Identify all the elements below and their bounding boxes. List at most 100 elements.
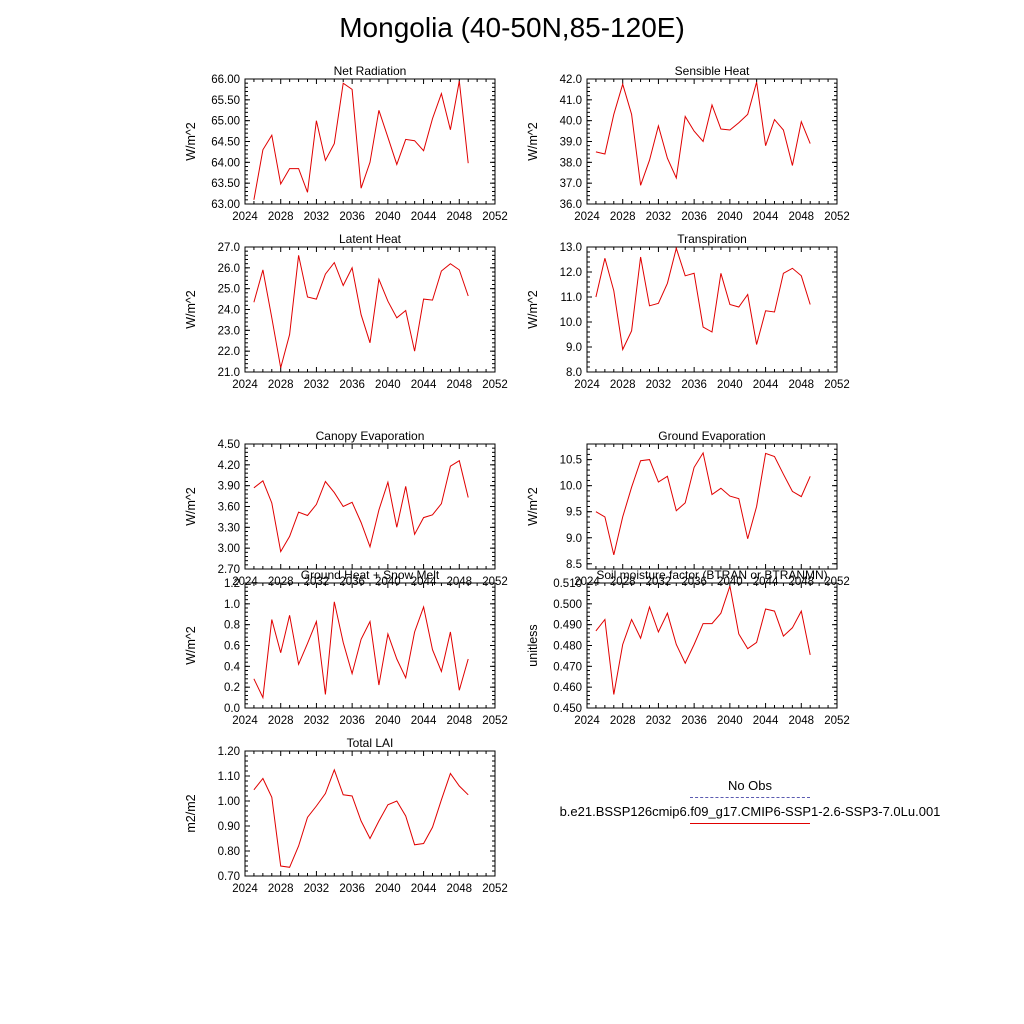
panel-soil-moisture-factor-btran-or-btranmn: Soil moisture factor (BTRAN or BTRANMN)2… xyxy=(526,568,850,727)
legend-entry-obs: No Obs xyxy=(520,778,980,798)
x-tick-label: 2036 xyxy=(339,715,365,727)
x-tick-label: 2028 xyxy=(268,715,294,727)
y-tick-label: 9.0 xyxy=(566,342,582,354)
y-tick-label: 0.4 xyxy=(224,661,241,673)
y-tick-label: 63.50 xyxy=(211,178,240,190)
y-tick-label: 1.10 xyxy=(218,771,240,783)
x-tick-label: 2040 xyxy=(717,211,743,223)
x-tick-label: 2032 xyxy=(304,715,330,727)
x-tick-label: 2028 xyxy=(610,715,636,727)
y-tick-label: 0.470 xyxy=(553,661,582,673)
series-line xyxy=(595,585,811,695)
panel-title: Latent Heat xyxy=(339,232,402,246)
y-tick-label: 2.70 xyxy=(218,564,240,576)
y-tick-label: 63.00 xyxy=(211,199,240,211)
x-tick-label: 2040 xyxy=(375,211,401,223)
x-tick-label: 2048 xyxy=(788,576,814,588)
y-tick-label: 0.500 xyxy=(553,599,582,611)
x-tick-label: 2052 xyxy=(482,379,508,391)
y-tick-label: 21.0 xyxy=(218,367,240,379)
y-tick-label: 36.0 xyxy=(560,199,582,211)
y-tick-label: 23.0 xyxy=(218,325,240,337)
x-tick-label: 2052 xyxy=(482,576,508,588)
x-tick-label: 2052 xyxy=(824,715,850,727)
page-title: Mongolia (40-50N,85-120E) xyxy=(339,12,685,43)
x-tick-label: 2040 xyxy=(375,883,401,895)
x-tick-label: 2036 xyxy=(681,576,707,588)
y-tick-label: 37.0 xyxy=(560,178,582,190)
x-tick-label: 2044 xyxy=(753,576,779,588)
legend-swatch-model xyxy=(690,823,810,824)
plot-frame xyxy=(586,443,838,570)
x-tick-label: 2044 xyxy=(753,379,779,391)
x-tick-label: 2024 xyxy=(232,883,258,895)
y-tick-label: 3.00 xyxy=(218,543,240,555)
y-tick-label: 10.0 xyxy=(560,317,582,329)
panel-transpiration: Transpiration 2024 2028 2032 2036 2040 2044 204… xyxy=(526,232,850,391)
x-tick-label: 2052 xyxy=(482,715,508,727)
x-tick-label: 2036 xyxy=(339,379,365,391)
x-tick-label: 2052 xyxy=(482,883,508,895)
legend-entry-model: b.e21.BSSP126cmip6.f09_g17.CMIP6-SSP1-2.… xyxy=(520,804,980,824)
y-tick-label: 0.70 xyxy=(218,871,240,883)
x-tick-label: 2028 xyxy=(268,883,294,895)
y-tick-label: 4.20 xyxy=(218,460,240,472)
x-tick-label: 2032 xyxy=(646,211,672,223)
x-tick-label: 2040 xyxy=(375,715,401,727)
x-tick-label: 2040 xyxy=(717,379,743,391)
x-tick-label: 2048 xyxy=(788,715,814,727)
y-tick-label: 0.80 xyxy=(218,846,240,858)
series-line xyxy=(595,81,811,186)
x-tick-label: 2024 xyxy=(574,576,600,588)
y-tick-label: 10.0 xyxy=(560,481,582,493)
x-tick-label: 2024 xyxy=(232,211,258,223)
legend: No Obs b.e21.BSSP126cmip6.f09_g17.CMIP6-… xyxy=(520,778,980,830)
x-tick-label: 2032 xyxy=(304,211,330,223)
x-tick-label: 2048 xyxy=(446,211,472,223)
x-tick-label: 2036 xyxy=(339,211,365,223)
y-tick-label: 8.0 xyxy=(566,367,582,379)
x-tick-label: 2024 xyxy=(232,715,258,727)
y-tick-label: 64.50 xyxy=(211,137,240,149)
x-tick-label: 2036 xyxy=(339,576,365,588)
x-tick-label: 2032 xyxy=(304,576,330,588)
x-tick-label: 2032 xyxy=(646,576,672,588)
series-line xyxy=(595,246,811,352)
x-tick-label: 2036 xyxy=(339,883,365,895)
y-axis-label: W/m^2 xyxy=(184,626,198,665)
y-tick-label: 64.00 xyxy=(211,157,240,169)
panel-latent-heat: Latent Heat 2024 2028 2032 2036 2040 2044 2048 2… xyxy=(184,232,508,391)
panel-title: Canopy Evaporation xyxy=(316,429,425,443)
y-tick-label: 10.5 xyxy=(560,455,582,467)
legend-swatch-obs xyxy=(690,797,810,798)
y-tick-label: 0.90 xyxy=(218,821,240,833)
y-tick-label: 27.0 xyxy=(218,242,240,254)
y-tick-label: 1.0 xyxy=(224,599,240,611)
x-tick-label: 2024 xyxy=(232,576,258,588)
plot-frame xyxy=(244,78,496,205)
panel-title: Soil moisture factor (BTRAN or BTRANMN) xyxy=(596,568,827,582)
x-tick-label: 2040 xyxy=(375,576,401,588)
y-axis-label: m2/m2 xyxy=(184,794,198,832)
plot-frame xyxy=(586,78,838,205)
x-tick-label: 2036 xyxy=(681,715,707,727)
x-tick-label: 2028 xyxy=(268,576,294,588)
y-axis-label: W/m^2 xyxy=(184,290,198,329)
plot-frame xyxy=(586,246,838,373)
y-tick-label: 3.30 xyxy=(218,522,240,534)
y-tick-label: 13.0 xyxy=(560,242,582,254)
x-tick-label: 2052 xyxy=(824,576,850,588)
series-line xyxy=(253,459,469,554)
panel-title: Total LAI xyxy=(347,736,394,750)
x-tick-label: 2032 xyxy=(646,379,672,391)
panel-title: Ground Heat + Snow Melt xyxy=(301,568,440,582)
y-tick-label: 12.0 xyxy=(560,267,582,279)
y-tick-label: 9.0 xyxy=(566,533,582,545)
x-tick-label: 2036 xyxy=(681,379,707,391)
x-tick-label: 2048 xyxy=(446,715,472,727)
y-tick-label: 0.510 xyxy=(553,578,582,590)
y-axis-label: W/m^2 xyxy=(526,122,540,161)
panel-ground-heat-snow-melt: Ground Heat + Snow Melt 2024 2028 2032 2036 2… xyxy=(184,568,508,727)
y-tick-label: 0.0 xyxy=(224,703,240,715)
panel-sensible-heat: Sensible Heat 2024 2028 2032 2036 2040 2044 204… xyxy=(526,64,850,223)
